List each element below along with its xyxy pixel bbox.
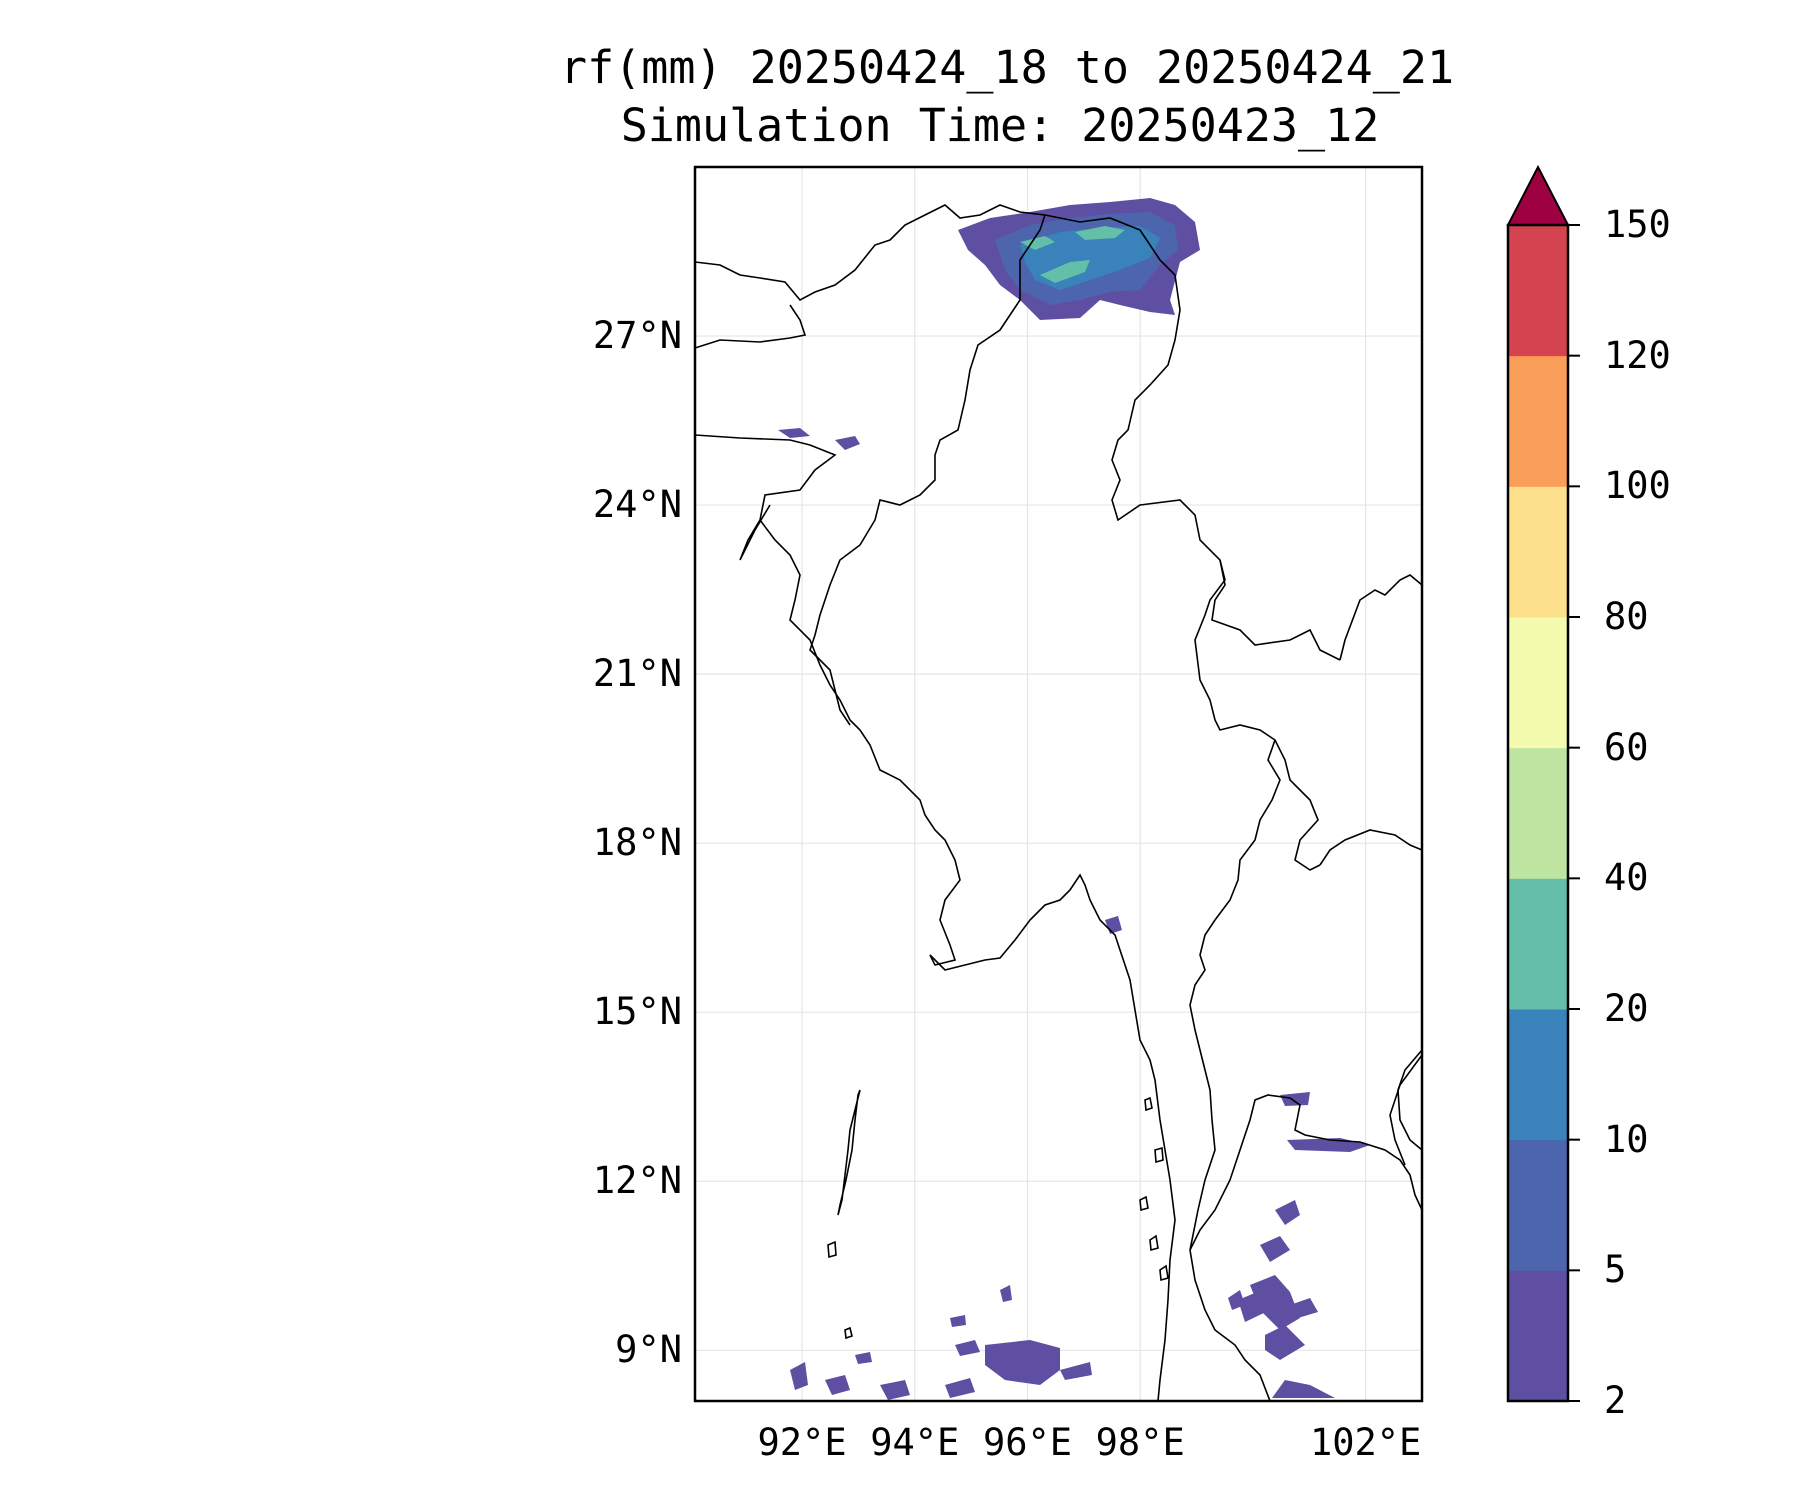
colorbar-segments bbox=[1508, 225, 1568, 1402]
mergui-3 bbox=[1139, 1195, 1149, 1212]
rain-gulf-4 bbox=[1260, 1236, 1290, 1262]
lat-tick-label: 12°N bbox=[592, 1159, 682, 1203]
map-frame bbox=[693, 165, 1424, 1403]
border-myanmar-west bbox=[809, 214, 1046, 726]
colorbar-tick-label: 100 bbox=[1604, 464, 1671, 508]
coast-gulf-thailand bbox=[1189, 1094, 1423, 1251]
mergui-2 bbox=[1154, 1146, 1164, 1164]
rain-gulf-10 bbox=[1272, 1380, 1335, 1398]
rain-south-2 bbox=[955, 1340, 980, 1356]
rain-gulf-1 bbox=[1280, 1092, 1310, 1106]
lat-tick-label: 27°N bbox=[592, 314, 682, 358]
rain-gulf-3 bbox=[1275, 1200, 1300, 1225]
colorbar-tick-label: 40 bbox=[1604, 856, 1649, 900]
colorbar-segment bbox=[1508, 1139, 1568, 1271]
coast-gulf-east bbox=[1389, 1054, 1423, 1166]
rain-south-10 bbox=[950, 1315, 966, 1327]
coast-myanmar bbox=[759, 519, 1176, 1402]
border-laos-thailand bbox=[1319, 829, 1423, 866]
lat-tick-label: 9°N bbox=[615, 1328, 682, 1372]
lat-tick-label: 18°N bbox=[592, 821, 682, 865]
lon-tick-label: 92°E bbox=[757, 1421, 847, 1464]
rain-gulf-8 bbox=[1228, 1290, 1245, 1310]
rain-north-40b bbox=[1040, 260, 1090, 283]
border-india-north bbox=[694, 204, 1046, 302]
colorbar-tick-label: 2 bbox=[1604, 1379, 1627, 1422]
andaman-small-1 bbox=[827, 1240, 837, 1259]
lat-tick-label: 21°N bbox=[592, 652, 682, 696]
mergui-4 bbox=[1149, 1234, 1159, 1252]
lon-tick-label: 98°E bbox=[1095, 1421, 1185, 1464]
colorbar-extend-arrow bbox=[1506, 164, 1570, 226]
rain-assam bbox=[835, 436, 860, 450]
rain-gulf-9 bbox=[1290, 1298, 1318, 1318]
coast-peninsula-east bbox=[1189, 1249, 1271, 1402]
border-bangladesh bbox=[694, 434, 837, 561]
rain-assam-b bbox=[778, 428, 810, 438]
rain-south-4 bbox=[790, 1362, 808, 1390]
colorbar-segment bbox=[1508, 486, 1568, 618]
colorbar-tick-label: 5 bbox=[1604, 1248, 1627, 1292]
lon-tick-label: 102°E bbox=[1309, 1421, 1422, 1464]
nicobar-1 bbox=[844, 1326, 853, 1340]
colorbar-tick-label: 10 bbox=[1604, 1117, 1649, 1161]
rain-south-7 bbox=[945, 1378, 975, 1398]
rain-gulf-5 bbox=[1250, 1275, 1300, 1330]
colorbar-ticks bbox=[1568, 224, 1580, 1402]
border-thailand-myanmar bbox=[1189, 739, 1281, 1251]
rain-north-40a bbox=[1075, 226, 1125, 240]
rain-south-3 bbox=[1060, 1362, 1092, 1380]
colorbar-segment bbox=[1508, 617, 1568, 749]
colorbar-segment bbox=[1508, 355, 1568, 487]
rain-gulf-6 bbox=[1238, 1290, 1270, 1322]
rain-south-1 bbox=[985, 1340, 1060, 1385]
border-myanmar-china bbox=[1044, 214, 1341, 661]
colorbar-tick-label: 60 bbox=[1604, 725, 1649, 769]
colorbar-segment bbox=[1508, 225, 1568, 357]
colorbar-tick-label: 20 bbox=[1604, 987, 1649, 1030]
colorbar-tick-label: 80 bbox=[1604, 595, 1649, 638]
lat-tick-label: 24°N bbox=[592, 483, 682, 527]
chart-title-line1: rf(mm) 20250424_18 to 20250424_21 bbox=[560, 41, 1455, 94]
chart-title-line2: Simulation Time: 20250423_12 bbox=[620, 99, 1380, 152]
mergui-5 bbox=[1159, 1264, 1169, 1282]
border-india-south bbox=[694, 304, 807, 349]
lon-tick-label: 94°E bbox=[870, 1421, 960, 1464]
lat-tick-label: 15°N bbox=[592, 990, 682, 1034]
colorbar-segment bbox=[1508, 1270, 1568, 1402]
border-thailand-north bbox=[1194, 559, 1321, 871]
map-frame-background bbox=[695, 167, 1422, 1401]
border-cambodia bbox=[1397, 1049, 1423, 1151]
coastlines-borders bbox=[694, 204, 1423, 1402]
rain-south-8 bbox=[1000, 1285, 1012, 1302]
andaman-islands bbox=[837, 1089, 861, 1216]
colorbar-segment bbox=[1508, 747, 1568, 879]
rain-south-5 bbox=[825, 1375, 850, 1395]
colorbar-tick-label: 150 bbox=[1604, 203, 1671, 246]
colorbar-tick-label: 120 bbox=[1604, 333, 1671, 377]
rain-gulf-7 bbox=[1265, 1325, 1305, 1360]
colorbar-segment bbox=[1508, 1009, 1568, 1141]
rain-south-9 bbox=[855, 1352, 872, 1364]
colorbar-segment bbox=[1508, 878, 1568, 1010]
colorbar-outline bbox=[1506, 223, 1570, 1403]
rain-south-6 bbox=[880, 1380, 910, 1400]
lon-tick-label: 96°E bbox=[982, 1421, 1073, 1464]
border-laos bbox=[1339, 574, 1423, 661]
rainfall-shading bbox=[778, 198, 1370, 1400]
mergui-1 bbox=[1144, 1096, 1153, 1112]
